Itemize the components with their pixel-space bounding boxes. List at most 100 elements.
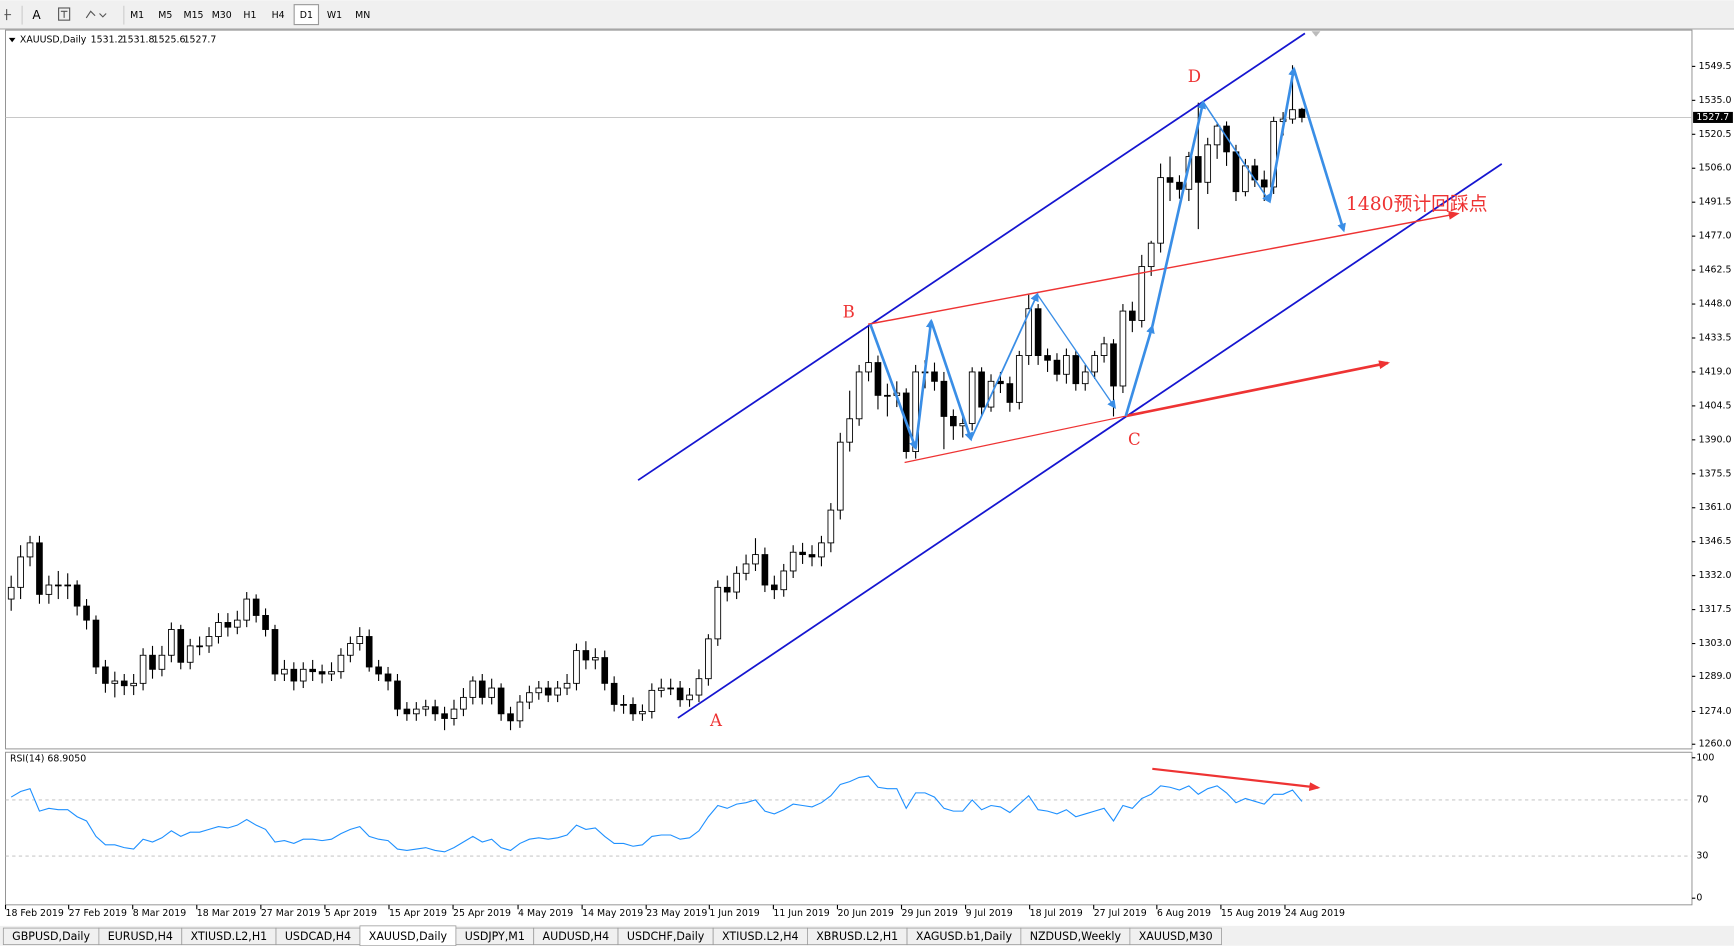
y-tick-label: 1491.5 (1699, 197, 1732, 208)
candle-body (573, 650, 580, 684)
tab-label[interactable]: XAUUSD,M30 (1139, 930, 1213, 943)
candle-body (7, 586, 15, 600)
tab-label[interactable]: EURUSD,H4 (108, 930, 173, 943)
candle-body (1015, 355, 1023, 403)
period-button[interactable]: M30 (212, 10, 232, 21)
text-tool[interactable]: A (32, 8, 41, 22)
candle-body (771, 584, 778, 591)
candle-body (1006, 383, 1014, 403)
candle-body (130, 682, 137, 687)
candle-body (1129, 310, 1136, 321)
candle-body (855, 371, 863, 420)
tab-label[interactable]: XAUUSD,Daily (369, 930, 448, 943)
candle-body (139, 654, 147, 684)
y-tick-label: 1375.5 (1699, 468, 1732, 479)
annotation: 1480预计回踩点 (1346, 193, 1488, 215)
candle-body (1166, 177, 1174, 183)
candle-body (149, 654, 156, 670)
candle-body (158, 654, 166, 670)
x-tick-label: 25 Apr 2019 (453, 908, 511, 919)
rsi-title: RSI(14) 68.9050 (10, 753, 86, 764)
rsi-tick-label: 0 (1696, 893, 1702, 904)
candle-body (761, 554, 769, 586)
period-button[interactable]: M15 (184, 10, 204, 21)
price-panel (5, 29, 1693, 750)
tab-label[interactable]: NZDUSD,Weekly (1030, 930, 1122, 943)
tab-label[interactable]: XTIUSD.L2,H4 (722, 930, 799, 943)
candle-body (64, 584, 72, 587)
candle-body (507, 713, 514, 722)
candle-body (695, 678, 703, 696)
candle-body (667, 687, 675, 690)
candle-body (290, 668, 298, 682)
x-tick-label: 29 Jun 2019 (902, 908, 958, 919)
candle-body (252, 598, 260, 616)
current-price-label: 1527.7 (1696, 112, 1729, 123)
candle-body (799, 551, 806, 556)
y-tick-label: 1274.0 (1699, 706, 1732, 717)
y-tick-label: 1260.0 (1699, 739, 1732, 750)
tab-label[interactable]: USDCAD,H4 (285, 930, 351, 943)
candle-body (1100, 343, 1108, 356)
y-tick-label: 1462.5 (1699, 265, 1732, 276)
candle-body (1260, 179, 1268, 188)
candle-body (639, 711, 646, 715)
x-tick-label: 27 Jul 2019 (1094, 908, 1147, 919)
candle-body (384, 673, 392, 682)
candle-body (1053, 359, 1061, 375)
candle-body (1081, 371, 1089, 385)
period-button[interactable]: H4 (272, 10, 285, 21)
candle-body (648, 689, 656, 712)
candle-body (931, 371, 938, 382)
candle-body (676, 687, 684, 701)
candle-body (912, 371, 919, 452)
candle-body (1147, 242, 1155, 268)
bar-open: 1531.2 (91, 35, 124, 46)
candle-body (657, 687, 665, 691)
candle-body (460, 696, 467, 710)
x-tick-label: 18 Jul 2019 (1030, 908, 1083, 919)
candle-body (347, 643, 354, 656)
candle-body (422, 706, 430, 710)
period-button[interactable]: D1 (300, 10, 313, 21)
period-button[interactable]: W1 (327, 10, 342, 21)
x-tick-label: 15 Aug 2019 (1221, 908, 1281, 919)
x-tick-label: 4 May 2019 (518, 908, 573, 919)
period-button[interactable]: H1 (243, 10, 256, 21)
tab-label[interactable]: AUDUSD,H4 (543, 930, 610, 943)
period-button[interactable]: M5 (158, 10, 172, 21)
tab-label[interactable]: GBPUSD,Daily (12, 930, 90, 943)
tab-label[interactable]: XTIUSD.L2,H1 (191, 930, 268, 943)
period-button[interactable]: M1 (130, 10, 144, 21)
tab[interactable] (1129, 927, 1222, 946)
candle-body (394, 680, 401, 710)
candle-body (92, 619, 100, 668)
tab-label[interactable]: USDJPY,M1 (465, 930, 525, 943)
point-label: C (1128, 430, 1141, 449)
x-tick-label: 23 May 2019 (646, 908, 707, 919)
toolbar (0, 0, 1734, 29)
tab-label[interactable]: XAGUSD.b1,Daily (916, 930, 1013, 943)
bar-high: 1531.8 (122, 35, 155, 46)
tab-label[interactable]: USDCHF,Daily (627, 930, 705, 943)
x-tick-label: 6 Aug 2019 (1157, 908, 1211, 919)
candle-body (516, 701, 524, 722)
candle-body (120, 680, 128, 687)
candle-body (846, 418, 854, 443)
candle-body (1204, 144, 1212, 183)
y-tick-label: 1332.0 (1699, 570, 1732, 581)
point-label: D (1188, 67, 1201, 86)
candle-body (591, 657, 599, 661)
y-tick-label: 1520.5 (1699, 129, 1732, 140)
tab-label[interactable]: XBRUSD.L2,H1 (816, 930, 898, 943)
drawing-objects (637, 31, 1503, 792)
candle-body (271, 629, 279, 675)
candle-body (356, 636, 364, 644)
candle-body (1270, 120, 1277, 188)
candle-body (742, 563, 750, 574)
candle-body (1044, 355, 1051, 361)
candle-body (978, 371, 985, 408)
period-button[interactable]: MN (355, 10, 370, 21)
